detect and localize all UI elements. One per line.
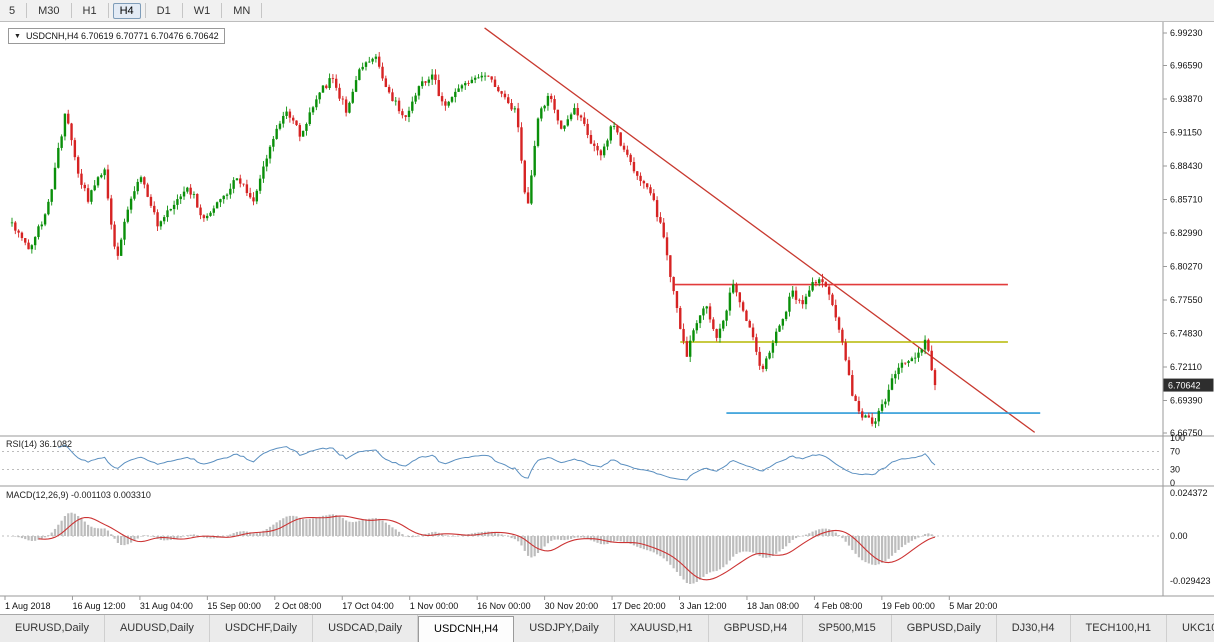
toolbar-separator xyxy=(70,3,72,18)
toolbar-separator xyxy=(26,3,28,18)
svg-text:17 Dec 20:00: 17 Dec 20:00 xyxy=(612,601,666,611)
chart-tab-tech100-h1[interactable]: TECH100,H1 xyxy=(1071,615,1167,642)
svg-text:19 Feb 00:00: 19 Feb 00:00 xyxy=(882,601,935,611)
svg-text:6.69390: 6.69390 xyxy=(1170,395,1203,405)
chart-tab-usdjpy-daily[interactable]: USDJPY,Daily xyxy=(514,615,615,642)
svg-text:16 Nov 00:00: 16 Nov 00:00 xyxy=(477,601,531,611)
toolbar-separator xyxy=(261,3,263,18)
svg-text:18 Jan 08:00: 18 Jan 08:00 xyxy=(747,601,799,611)
chart-tab-eurusd-daily[interactable]: EURUSD,Daily xyxy=(0,615,105,642)
svg-text:6.96590: 6.96590 xyxy=(1170,61,1203,71)
svg-text:6.93870: 6.93870 xyxy=(1170,94,1203,104)
svg-text:70: 70 xyxy=(1170,447,1180,457)
macd-label: MACD(12,26,9) -0.001103 0.003310 xyxy=(6,490,151,500)
svg-text:16 Aug 12:00: 16 Aug 12:00 xyxy=(72,601,125,611)
svg-text:6.77550: 6.77550 xyxy=(1170,295,1203,305)
svg-text:3 Jan 12:00: 3 Jan 12:00 xyxy=(680,601,727,611)
current-price-badge: 6.70642 xyxy=(1168,381,1201,391)
toolbar-separator xyxy=(181,3,183,18)
timeframe-button-5[interactable]: 5 xyxy=(9,4,16,17)
svg-text:-0.029423: -0.029423 xyxy=(1170,576,1211,586)
svg-text:0.024372: 0.024372 xyxy=(1170,488,1208,498)
chart-tab-usdchf-daily[interactable]: USDCHF,Daily xyxy=(210,615,314,642)
toolbar-separator xyxy=(144,3,146,18)
svg-text:5 Mar 20:00: 5 Mar 20:00 xyxy=(949,601,997,611)
chart-tab-usdcnh-h4[interactable]: USDCNH,H4 xyxy=(418,616,515,642)
chart-canvas[interactable]: 6.99230 6.96590 6.93870 6.91150 6.88430 6.857… xyxy=(0,22,1214,614)
svg-text:15 Sep 00:00: 15 Sep 00:00 xyxy=(207,601,261,611)
svg-text:1 Aug 2018: 1 Aug 2018 xyxy=(5,601,51,611)
toolbar-separator xyxy=(221,3,223,18)
chart-tab-xauusd-h1[interactable]: XAUUSD,H1 xyxy=(615,615,709,642)
svg-text:0.00: 0.00 xyxy=(1170,531,1188,541)
chart-tab-gbpusd-h4[interactable]: GBPUSD,H4 xyxy=(709,615,804,642)
svg-text:100: 100 xyxy=(1170,433,1185,443)
timeframe-button-h4[interactable]: H4 xyxy=(112,2,141,19)
chart-tab-sp500-m15[interactable]: SP500,M15 xyxy=(803,615,892,642)
svg-text:6.72110: 6.72110 xyxy=(1170,362,1202,372)
chart-tab-gbpusd-daily[interactable]: GBPUSD,Daily xyxy=(892,615,997,642)
svg-text:0: 0 xyxy=(1170,478,1175,488)
timeframe-button-d1[interactable]: D1 xyxy=(156,4,171,17)
chart-header: ▼ USDCNH,H4 6.70619 6.70771 6.70476 6.70… xyxy=(8,28,225,44)
svg-text:6.66750: 6.66750 xyxy=(1170,428,1203,438)
svg-text:6.85710: 6.85710 xyxy=(1170,195,1203,205)
chart-ohlc-title: USDCNH,H4 6.70619 6.70771 6.70476 6.7064… xyxy=(25,31,219,41)
timeframe-button-w1[interactable]: W1 xyxy=(193,4,211,17)
svg-text:6.91150: 6.91150 xyxy=(1170,128,1202,138)
chart-tab-bar: EURUSD,Daily AUDUSD,Daily USDCHF,Daily USDC… xyxy=(0,614,1214,642)
timeframe-button-mn[interactable]: MN xyxy=(233,4,251,17)
rsi-label: RSI(14) 36.1082 xyxy=(6,439,73,449)
chart-tab-usdcad-daily[interactable]: USDCAD,Daily xyxy=(313,615,419,642)
symbol-dropdown-icon[interactable]: ▼ xyxy=(14,32,21,40)
svg-text:4 Feb 08:00: 4 Feb 08:00 xyxy=(814,601,862,611)
svg-text:6.88430: 6.88430 xyxy=(1170,161,1203,171)
chart-tab-audusd-daily[interactable]: AUDUSD,Daily xyxy=(105,615,210,642)
svg-text:17 Oct 04:00: 17 Oct 04:00 xyxy=(342,601,394,611)
svg-text:6.99230: 6.99230 xyxy=(1170,28,1203,38)
svg-text:6.82990: 6.82990 xyxy=(1170,228,1203,238)
svg-text:30 Nov 20:00: 30 Nov 20:00 xyxy=(545,601,599,611)
timeframe-button-m30[interactable]: M30 xyxy=(38,4,60,17)
timeframe-toolbar: 5 M30 H1 H4 D1 W1 MN xyxy=(0,0,1214,22)
svg-text:6.74830: 6.74830 xyxy=(1170,328,1203,338)
svg-text:30: 30 xyxy=(1170,465,1180,475)
toolbar-separator xyxy=(107,3,109,18)
chart-tab-dj30-h4[interactable]: DJ30,H4 xyxy=(997,615,1071,642)
svg-text:31 Aug 04:00: 31 Aug 04:00 xyxy=(140,601,193,611)
timeframe-button-h1[interactable]: H1 xyxy=(82,4,97,17)
chart-tab-ukc100-h4[interactable]: UKC100,H4 xyxy=(1167,615,1214,642)
svg-text:1 Nov 00:00: 1 Nov 00:00 xyxy=(410,601,459,611)
svg-text:6.80270: 6.80270 xyxy=(1170,261,1203,271)
chart-region: 6.99230 6.96590 6.93870 6.91150 6.88430 6.857… xyxy=(0,22,1214,614)
svg-text:2 Oct 08:00: 2 Oct 08:00 xyxy=(275,601,322,611)
